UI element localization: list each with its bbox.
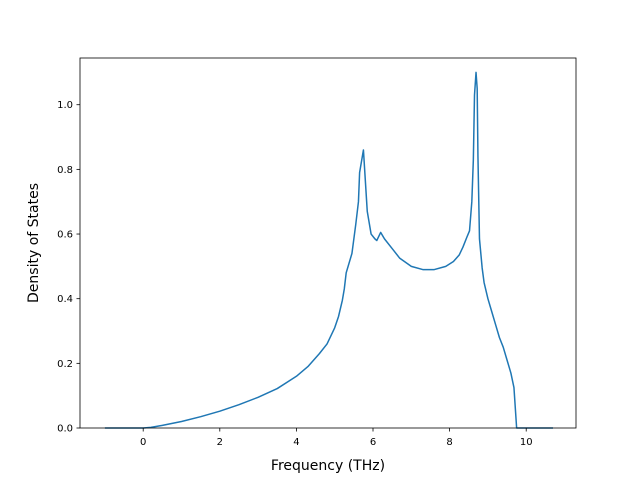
y-tick-label: 0.4 <box>57 294 73 305</box>
plot-frame <box>79 57 577 429</box>
y-axis-label: Density of States <box>26 183 42 303</box>
plot-background <box>80 58 576 428</box>
y-tick-label: 0.8 <box>57 165 73 176</box>
y-tick-label: 0.2 <box>57 359 73 370</box>
dos-series-line <box>104 71 554 429</box>
x-tick-label: 6 <box>370 437 376 448</box>
y-tick-label: 0.0 <box>57 424 73 435</box>
y-tick-label: 0.6 <box>57 230 73 241</box>
x-tick-label: 10 <box>520 437 533 448</box>
x-tick-label: 2 <box>217 437 223 448</box>
x-tick-label: 0 <box>140 437 146 448</box>
x-tick-label: 8 <box>446 437 452 448</box>
x-tick-label: 4 <box>293 437 299 448</box>
y-tick-label: 1.0 <box>57 100 73 111</box>
x-axis-label: Frequency (THz) <box>271 458 385 474</box>
